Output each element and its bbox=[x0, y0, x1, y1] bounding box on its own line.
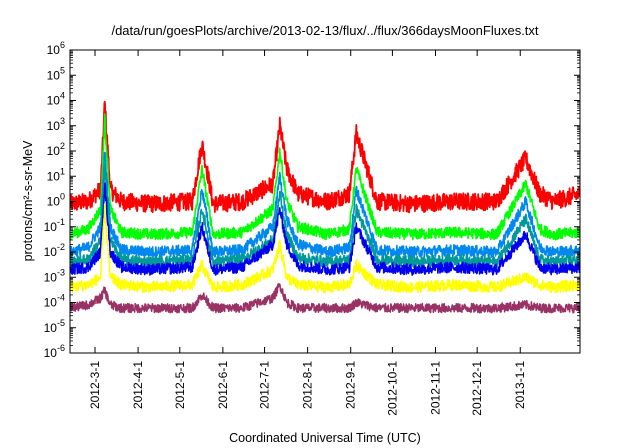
series-line-1 bbox=[70, 113, 580, 241]
y-tick-label: 10-3 bbox=[44, 267, 65, 284]
y-tick-label: 104 bbox=[47, 91, 65, 108]
x-axis-ticks: 2012-3-1 2012-4-1 2012-5-1 2012-6-1 2012-7-1… bbox=[88, 50, 527, 416]
chart-title: /data/run/goesPlots/archive/2013-02-13/f… bbox=[111, 23, 538, 38]
y-axis-ticks: 10-6 10-5 10-4 10-3 10-2 10-1 100 101 102 103 104 1… bbox=[44, 40, 580, 360]
y-tick-label: 10-5 bbox=[44, 318, 65, 335]
series-line-0 bbox=[70, 100, 580, 214]
y-tick-label: 102 bbox=[47, 141, 65, 158]
y-tick-label: 10-6 bbox=[44, 343, 65, 360]
y-tick-label: 103 bbox=[47, 116, 65, 133]
x-tick-label: 2012-12-1 bbox=[470, 361, 484, 416]
x-axis-label: Coordinated Universal Time (UTC) bbox=[229, 431, 421, 445]
y-tick-label: 10-4 bbox=[44, 293, 65, 310]
series-line-2 bbox=[70, 151, 580, 259]
series-layer bbox=[70, 100, 580, 314]
x-tick-label: 2012-3-1 bbox=[88, 361, 102, 409]
series-line-4 bbox=[70, 182, 580, 276]
series-line-3 bbox=[70, 163, 580, 269]
x-tick-label: 2012-7-1 bbox=[258, 361, 272, 409]
series-line-6 bbox=[70, 283, 580, 314]
series-line-5 bbox=[70, 203, 580, 294]
y-axis-label: protons/cm²-s-sr-MeV bbox=[21, 140, 35, 262]
y-tick-label: 101 bbox=[47, 166, 65, 183]
x-tick-label: 2012-4-1 bbox=[131, 361, 145, 409]
y-tick-label: 106 bbox=[47, 40, 65, 57]
x-tick-label: 2012-8-1 bbox=[301, 361, 315, 409]
y-tick-label: 105 bbox=[47, 65, 65, 82]
y-tick-label: 10-1 bbox=[44, 217, 65, 234]
x-tick-label: 2012-5-1 bbox=[173, 361, 187, 409]
y-tick-label: 10-2 bbox=[44, 242, 65, 259]
x-tick-label: 2012-6-1 bbox=[216, 361, 230, 409]
x-tick-label: 2012-10-1 bbox=[385, 361, 399, 416]
x-tick-label: 2012-11-1 bbox=[428, 361, 442, 415]
y-tick-label: 100 bbox=[47, 192, 65, 209]
x-tick-label: 2012-9-1 bbox=[344, 361, 358, 409]
x-tick-label: 2013-1-1 bbox=[513, 361, 527, 409]
